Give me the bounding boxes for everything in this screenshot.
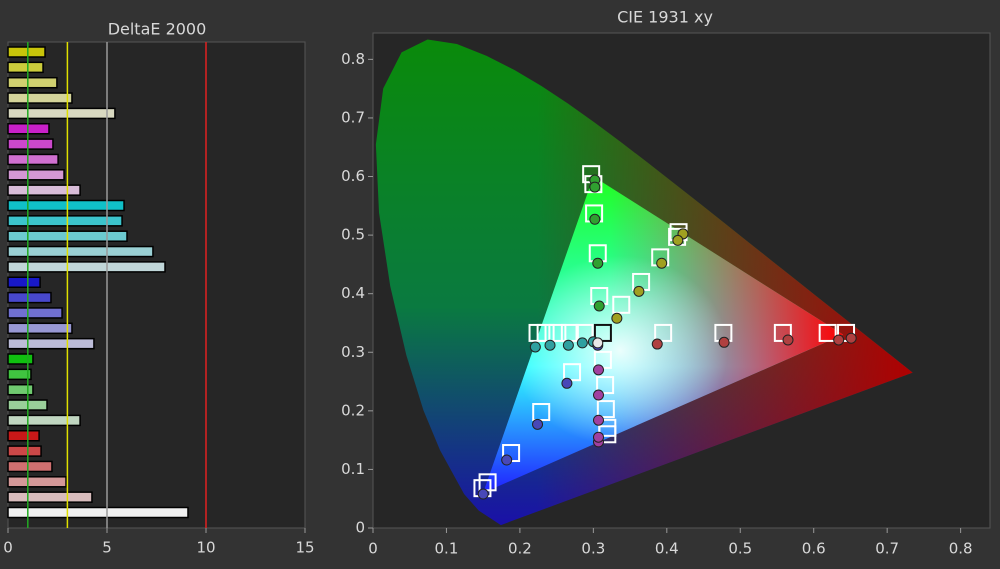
measured-point [501,454,513,466]
target-square [818,323,837,342]
measured-point [561,377,573,389]
y-tick-label: 0 [355,519,365,537]
measured-point [593,300,605,312]
x-tick-label: 10 [196,539,215,557]
bar [7,169,65,181]
bar [7,307,63,319]
chart-title: DeltaE 2000 [108,20,207,39]
measured-point [656,257,668,269]
bar [7,92,73,104]
x-tick-label: 0.2 [508,540,532,558]
measured-point [782,334,794,346]
cie-diagram [375,39,913,526]
measured-point [633,285,645,297]
target-square [548,323,567,342]
measured-point [833,334,845,346]
target-square [563,363,582,382]
y-tick-label: 0.5 [341,226,365,244]
measured-point [592,364,604,376]
bar [7,61,44,74]
bar [7,460,53,473]
bar [7,414,81,427]
measured-point [611,312,623,324]
target-square [536,323,555,342]
target-square [532,403,551,422]
y-tick-label: 0.2 [341,401,365,419]
measured-point [592,257,604,269]
target-square [596,376,615,395]
target-square [593,323,612,342]
x-tick-label: 15 [295,539,314,557]
bar [7,430,40,442]
bar [7,138,54,150]
measured-point [544,339,556,351]
x-tick-label: 5 [102,539,112,557]
measured-point [592,431,604,443]
measured-point [529,341,541,353]
measured-point [845,332,857,344]
x-tick-label: 0 [368,540,378,558]
measured-point [651,338,663,350]
bar [7,184,81,196]
y-tick-label: 0.1 [341,460,365,478]
measured-point [589,213,601,225]
bar [7,506,189,519]
x-tick-label: 0.8 [949,540,973,558]
chart-title: CIE 1931 xy [617,8,713,27]
bar [7,199,125,212]
x-tick-label: 0.1 [435,540,459,558]
bar [7,153,59,166]
bar [7,76,58,89]
y-tick-label: 0.4 [341,284,365,302]
target-square [596,400,615,419]
y-tick-label: 0.3 [341,343,365,361]
bar [7,322,73,335]
x-tick-label: 0 [3,539,13,557]
target-square [478,473,497,492]
bar [7,107,116,120]
measured-point [592,414,604,426]
x-tick-label: 0.7 [875,540,899,558]
y-tick-label: 0.8 [341,50,365,68]
y-tick-label: 0.6 [341,167,365,185]
target-square [598,418,617,437]
bar [7,476,67,488]
bar [7,261,166,273]
bar [7,445,42,457]
measured-point [477,488,489,500]
plot-area [7,41,306,529]
bar [7,383,34,396]
target-square [837,323,856,342]
measured-point [562,339,574,351]
bar [7,46,46,58]
y-tick-label: 0.7 [341,108,365,126]
bar [7,215,123,227]
x-tick-label: 0.4 [655,540,679,558]
measured-point [592,337,604,349]
bar [7,353,34,365]
x-tick-label: 0.5 [728,540,752,558]
gamut-triangle-white [483,176,844,493]
bar [7,491,93,503]
measured-point [592,389,604,401]
target-square [654,323,673,342]
measured-point [576,337,588,349]
bar [7,368,32,381]
measured-point [718,336,730,348]
bar [7,245,154,258]
bar [7,291,52,304]
bar [7,276,41,288]
measured-point [672,234,684,246]
x-tick-label: 0.3 [581,540,605,558]
measured-point [532,418,544,430]
bar [7,337,95,350]
x-tick-label: 0.6 [802,540,826,558]
target-square [612,295,631,314]
measured-point [589,181,601,193]
